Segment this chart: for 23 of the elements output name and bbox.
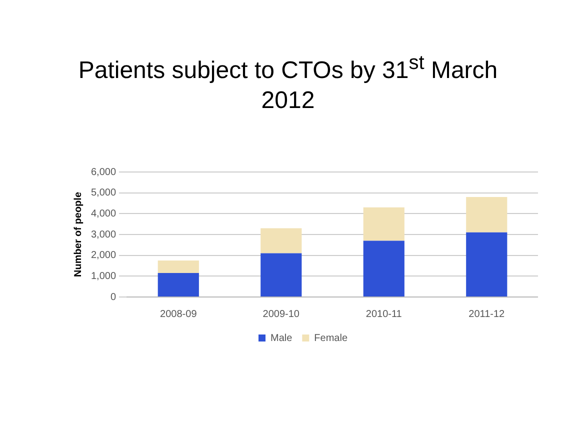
x-tick-label: 2011-12 [468, 308, 506, 320]
bar [260, 228, 302, 254]
y-tick-label: 1,000 [90, 270, 116, 282]
chart-title: Patients subject to CTOs by 31$^{st}$ March 2012 [78, 52, 498, 114]
legend-label: Male [270, 332, 293, 344]
y-tick-label: 5,000 [90, 188, 116, 199]
y-axis-title: Number of people [72, 192, 84, 278]
x-tick-label: 2010-11 [366, 308, 402, 320]
bar [363, 240, 404, 296]
bar [466, 197, 508, 232]
y-tick-label: 2,000 [90, 250, 116, 262]
legend-label: Female [314, 332, 348, 344]
y-tick-label: 4,000 [90, 208, 116, 220]
y-tick-label: 3,000 [90, 229, 116, 240]
x-tick-label: 2009-10 [262, 308, 300, 320]
bar [158, 273, 199, 296]
y-tick-label: 6,000 [90, 166, 116, 178]
x-tick-label: 2008-09 [160, 308, 198, 320]
bar [260, 253, 302, 296]
bar [466, 232, 508, 296]
bar [363, 207, 404, 241]
y-tick-label: 0 [110, 292, 116, 303]
bar [158, 260, 199, 274]
